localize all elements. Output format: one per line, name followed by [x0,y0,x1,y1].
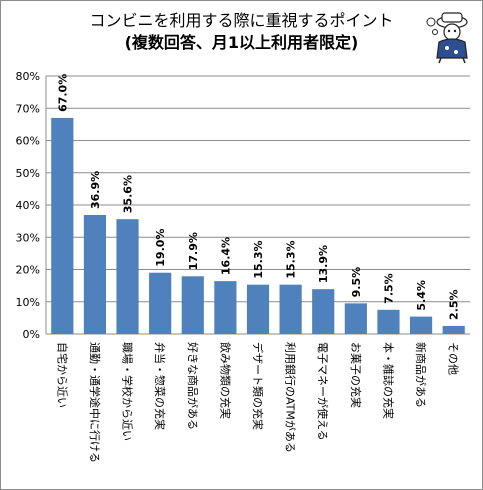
category-label: 自宅から近い [55,342,69,408]
chart-title: コンビニを利用する際に重視するポイント [89,11,394,30]
bar [344,303,367,334]
data-label: 15.3% [285,240,298,278]
category-label: 好きな商品がある [186,342,200,430]
category-label: 職場・学校から近い [121,342,135,441]
category-label: その他 [447,342,460,375]
bar [149,272,172,334]
bar [312,289,335,334]
bar [181,276,204,334]
title-block: コンビニを利用する際に重視するポイント (複数回答、月1以上利用者限定) [0,10,483,54]
bar [246,284,270,334]
category-label: 本・雑誌の充実 [381,342,395,419]
data-label: 13.9% [317,245,330,283]
category-label: 利用銀行のATMがある [284,342,298,453]
bar [83,214,107,334]
category-label: 新商品がある [414,342,428,408]
mascot-icon [426,12,468,64]
chart-subtitle: (複数回答、月1以上利用者限定) [124,33,359,52]
y-tick-label: 10% [16,296,40,309]
y-tick-label: 20% [16,264,40,277]
bar [116,219,139,334]
y-tick-label: 80% [16,70,40,83]
bar [409,316,433,334]
data-label: 9.5% [350,267,363,298]
y-tick-label: 40% [16,199,40,212]
category-label: 電子マネーが使える [316,342,330,441]
bar [279,284,302,334]
data-label: 17.9% [187,232,200,270]
data-label: 67.0% [56,74,69,112]
category-label: お菓子の充実 [349,342,363,408]
data-label: 7.5% [382,273,395,304]
bar [51,117,74,334]
data-label: 19.0% [154,229,167,267]
data-label: 15.3% [252,240,265,278]
category-label: デザート類の充実 [251,342,265,430]
category-label: 通勤・通学途中に行ける [88,342,102,463]
y-tick-label: 0% [23,328,40,341]
data-label: 2.5% [448,289,461,320]
category-label: 飲み物類の充実 [218,342,232,419]
data-label: 16.4% [219,237,232,275]
data-label: 5.4% [415,280,428,311]
y-tick-label: 50% [16,167,40,180]
category-label: 弁当・惣菜の充実 [153,342,167,430]
y-tick-label: 30% [16,231,40,244]
bar [377,309,400,334]
bar [214,281,237,334]
data-label: 36.9% [89,171,102,209]
data-label: 35.6% [122,175,135,213]
bar [442,325,465,334]
y-tick-label: 60% [16,135,40,148]
y-tick-label: 70% [16,102,40,115]
